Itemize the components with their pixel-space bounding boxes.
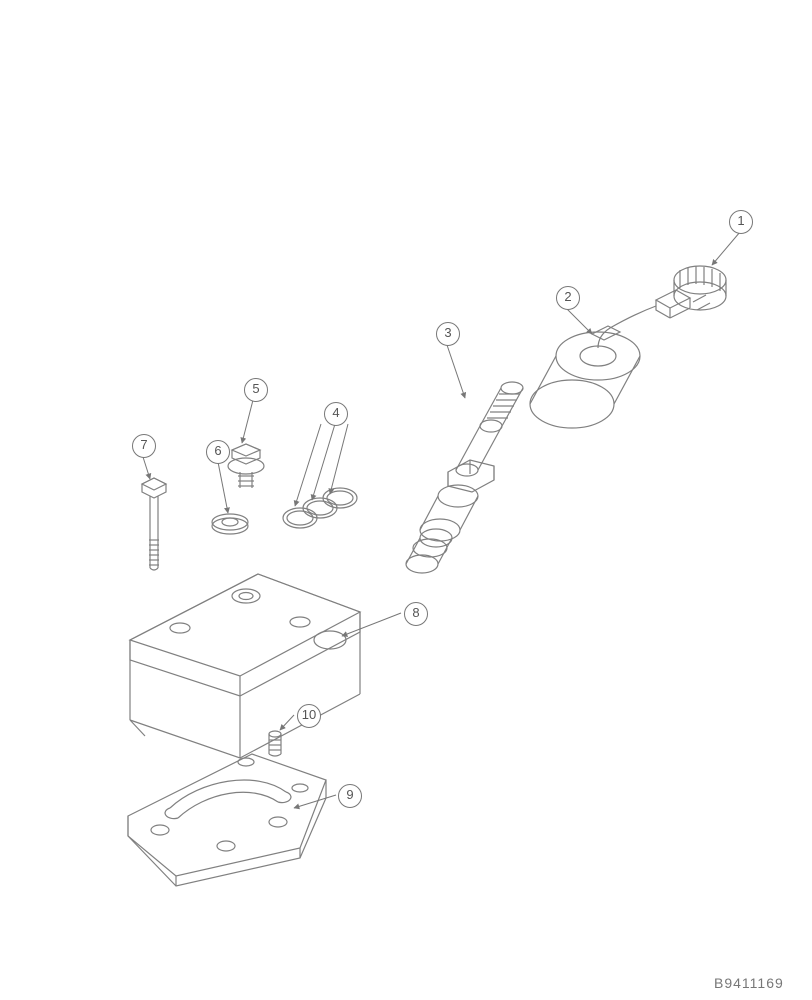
part-knurled-nut [674, 266, 726, 310]
callout-6: 6 [206, 440, 230, 464]
leader-lines [143, 232, 740, 808]
callout-5: 5 [244, 378, 268, 402]
wire-lead [598, 306, 656, 348]
callout-2: 2 [556, 286, 580, 310]
part-o-rings [283, 488, 357, 528]
part-mounting-plate [128, 754, 326, 886]
part-solenoid-coil [530, 326, 640, 428]
part-hex-plug [228, 444, 264, 488]
callout-8: 8 [404, 602, 428, 626]
part-valve-body [130, 574, 360, 758]
callout-10: 10 [297, 704, 321, 728]
part-flat-washer [212, 514, 248, 534]
callout-4: 4 [324, 402, 348, 426]
part-valve-cartridge [406, 382, 523, 573]
exploded-diagram-svg [0, 0, 812, 1000]
callout-9: 9 [338, 784, 362, 808]
callout-7: 7 [132, 434, 156, 458]
callout-1: 1 [729, 210, 753, 234]
part-hex-bolt [142, 478, 166, 570]
part-dowel-pin [269, 731, 281, 756]
callout-3: 3 [436, 322, 460, 346]
part-connector-plug [656, 290, 710, 318]
drawing-reference-id: B9411169 [714, 975, 784, 991]
